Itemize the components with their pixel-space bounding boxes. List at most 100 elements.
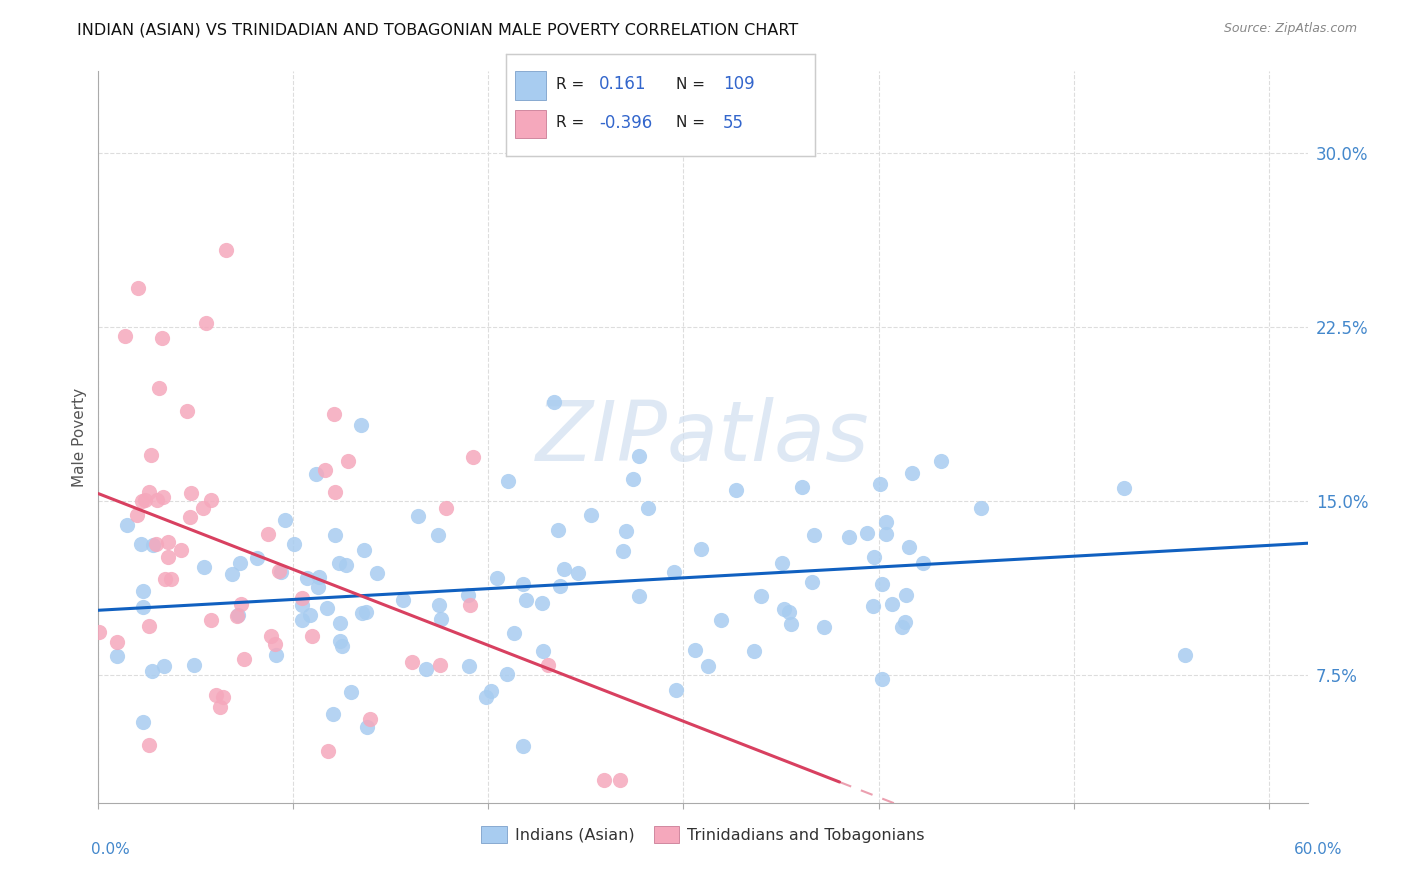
Text: ZIPatlas: ZIPatlas	[536, 397, 870, 477]
Point	[813, 620, 835, 634]
Point	[553, 562, 575, 576]
Point	[314, 462, 336, 476]
Point	[256, 526, 278, 541]
Point	[212, 690, 235, 705]
Point	[780, 617, 803, 632]
Point	[260, 629, 283, 643]
Point	[115, 518, 138, 533]
Point	[193, 560, 215, 574]
Point	[690, 542, 713, 557]
Point	[274, 513, 297, 527]
Point	[406, 509, 429, 524]
Point	[105, 635, 128, 649]
Point	[495, 667, 517, 681]
Point	[179, 509, 201, 524]
Point	[138, 738, 160, 752]
Bar	[516, 110, 547, 138]
Point	[329, 615, 352, 630]
Point	[142, 538, 165, 552]
Point	[134, 493, 156, 508]
Text: R =: R =	[555, 115, 583, 130]
Point	[749, 589, 772, 603]
Point	[264, 637, 287, 651]
Point	[427, 599, 450, 613]
Point	[335, 558, 357, 573]
Point	[665, 683, 688, 698]
Text: INDIAN (ASIAN) VS TRINIDADIAN AND TOBAGONIAN MALE POVERTY CORRELATION CHART: INDIAN (ASIAN) VS TRINIDADIAN AND TOBAGO…	[77, 22, 799, 37]
Text: 60.0%: 60.0%	[1295, 842, 1343, 856]
Point	[894, 588, 917, 602]
Point	[628, 449, 651, 463]
Point	[354, 606, 377, 620]
Point	[609, 772, 631, 787]
Point	[773, 602, 796, 616]
Point	[200, 613, 222, 627]
Point	[531, 644, 554, 658]
Point	[127, 281, 149, 295]
Point	[710, 613, 733, 627]
Point	[614, 524, 637, 538]
Point	[893, 615, 915, 630]
Point	[912, 556, 935, 570]
Point	[683, 643, 706, 657]
Point	[498, 474, 520, 488]
Point	[226, 608, 249, 623]
Point	[900, 467, 922, 481]
Text: 0.161: 0.161	[599, 75, 647, 94]
Point	[295, 571, 318, 585]
Point	[725, 483, 748, 497]
Point	[512, 739, 534, 753]
Point	[307, 580, 329, 594]
Point	[291, 598, 314, 612]
Point	[146, 493, 169, 508]
Point	[233, 652, 256, 666]
Point	[1174, 648, 1197, 662]
Text: R =: R =	[555, 77, 583, 92]
Point	[328, 556, 350, 570]
Point	[229, 557, 252, 571]
Point	[316, 600, 339, 615]
Y-axis label: Male Poverty: Male Poverty	[72, 387, 87, 487]
Point	[283, 537, 305, 551]
Point	[131, 494, 153, 508]
Point	[105, 649, 128, 664]
Point	[359, 712, 381, 726]
Point	[427, 528, 450, 542]
Point	[152, 491, 174, 505]
Point	[838, 530, 860, 544]
Point	[132, 715, 155, 730]
Point	[152, 658, 174, 673]
Point	[291, 613, 314, 627]
Point	[215, 243, 238, 257]
Point	[264, 648, 287, 663]
Point	[160, 572, 183, 586]
Point	[512, 576, 534, 591]
Text: 109: 109	[723, 75, 754, 94]
Point	[891, 620, 914, 634]
Point	[301, 629, 323, 643]
Bar	[516, 71, 547, 100]
Point	[155, 572, 177, 586]
Point	[352, 606, 374, 620]
Point	[415, 662, 437, 676]
Point	[929, 454, 952, 468]
Point	[132, 583, 155, 598]
Point	[863, 550, 886, 565]
Point	[291, 591, 314, 605]
Point	[356, 720, 378, 734]
Point	[308, 569, 330, 583]
Point	[353, 543, 375, 558]
Point	[330, 639, 353, 653]
Point	[862, 599, 884, 613]
Point	[856, 526, 879, 541]
Point	[139, 448, 162, 462]
Point	[547, 523, 569, 537]
Point	[339, 684, 361, 698]
Point	[329, 633, 352, 648]
Text: N =: N =	[676, 77, 706, 92]
Point	[870, 672, 893, 686]
Point	[579, 508, 602, 522]
Point	[323, 528, 346, 542]
Point	[246, 551, 269, 566]
Point	[157, 535, 180, 549]
